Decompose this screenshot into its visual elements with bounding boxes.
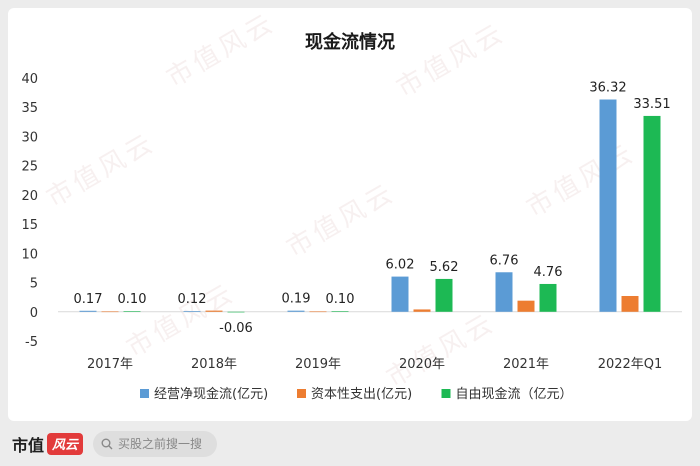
bar-1: [287, 310, 305, 312]
bar-2: [517, 300, 535, 312]
bar-3: [643, 115, 661, 312]
footer: 市值 风云 买股之前搜一搜: [0, 421, 700, 466]
x-tick-label: 2019年: [295, 357, 341, 372]
y-tick-label: 30: [21, 130, 38, 145]
chart-card: [8, 8, 692, 421]
bar-1: [183, 311, 201, 312]
brand-name: 市值: [12, 435, 45, 455]
cash-flow-chart: 现金流情况 40 35 30 25 20 15 10 5 0 -5 2017年 0.17 0.10 2018…: [21, 31, 682, 402]
data-label: 6.02: [386, 258, 415, 273]
bar-1: [79, 310, 97, 312]
brand-logo: 风云: [47, 432, 84, 455]
search-icon: [101, 438, 113, 449]
data-label: -0.06: [219, 321, 253, 336]
y-tick-label: -5: [25, 335, 38, 350]
x-tick-label: 2018年: [191, 357, 237, 372]
legend-swatch: [140, 389, 149, 398]
bar-2: [413, 309, 431, 312]
y-tick-label: 40: [21, 72, 38, 87]
data-label: 0.17: [74, 292, 103, 307]
bar-3: [123, 311, 141, 312]
x-tick-label: 2017年: [87, 357, 133, 372]
data-label: 6.76: [490, 253, 519, 268]
y-tick-label: 15: [21, 218, 38, 233]
legend-swatch: [441, 389, 451, 398]
y-tick-label: 0: [30, 306, 38, 321]
bar-2: [101, 311, 119, 313]
bar-3: [331, 311, 349, 312]
bar-3: [227, 311, 245, 313]
data-label: 5.62: [430, 260, 459, 275]
y-tick-label: 10: [21, 247, 38, 262]
data-label: 4.76: [534, 265, 563, 280]
x-tick-label: 2021年: [503, 357, 549, 372]
bar-2: [205, 310, 223, 312]
y-tick-label: 20: [21, 189, 38, 204]
legend-label: 资本性支出(亿元): [311, 387, 412, 402]
data-label: 33.51: [633, 97, 670, 112]
y-tick-label: 35: [21, 101, 38, 116]
y-tick-label: 5: [30, 277, 38, 292]
legend-label: 自由现金流（亿元）: [456, 386, 573, 402]
brand[interactable]: 市值 风云: [12, 432, 84, 456]
search-placeholder: 买股之前搜一搜: [118, 437, 203, 451]
data-label: 0.12: [178, 292, 207, 307]
chart-title: 现金流情况: [305, 31, 395, 53]
legend-swatch: [297, 389, 306, 398]
bar-3: [539, 283, 557, 312]
bar-3: [435, 278, 453, 312]
bar-2: [309, 311, 327, 313]
y-tick-label: 25: [21, 160, 38, 175]
legend-label: 经营净现金流(亿元): [154, 386, 268, 402]
bar-1: [391, 276, 409, 312]
data-label: 0.10: [118, 292, 147, 307]
bar-2: [621, 295, 639, 312]
bar-1: [599, 99, 617, 312]
search-input[interactable]: 买股之前搜一搜: [93, 430, 218, 457]
x-tick-label: 2020年: [399, 357, 445, 372]
bar-1: [495, 272, 513, 312]
x-tick-label: 2022年Q1: [598, 357, 663, 372]
data-label: 0.19: [282, 292, 311, 307]
data-label: 36.32: [589, 81, 626, 96]
data-label: 0.10: [326, 292, 355, 307]
